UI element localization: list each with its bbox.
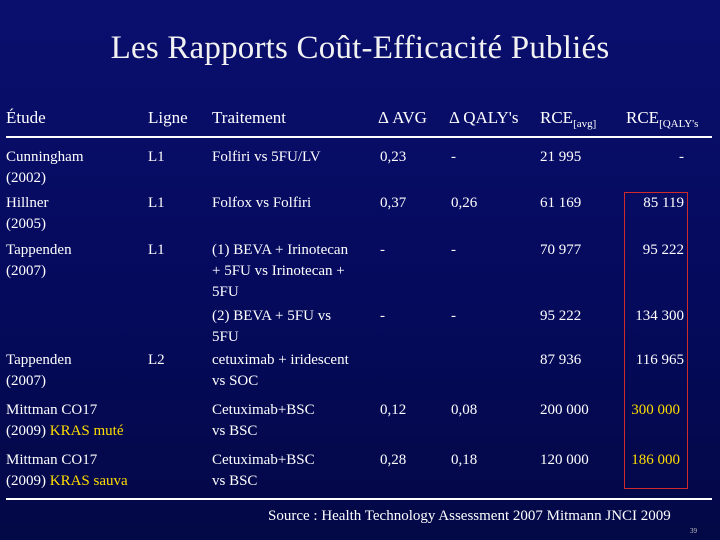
table-row-avg: 0,23 xyxy=(380,149,407,165)
table-row-rce-avg: 87 936 xyxy=(540,352,582,368)
header-rce-qaly: RCE[QALY's xyxy=(626,108,699,130)
table-row-study: Mittman CO17 (2009) KRAS muté xyxy=(6,402,124,439)
table-row-avg: - xyxy=(380,242,385,258)
table-row-study: Hillner (2005) xyxy=(6,195,49,232)
table-bottom-divider xyxy=(6,498,712,500)
table-row-treatment: (2) BEVA + 5FU vs 5FU xyxy=(212,308,332,345)
table-row-rce-avg: 21 995 xyxy=(540,149,582,165)
table-row-avg: 0,12 xyxy=(380,402,407,418)
highlight-box xyxy=(624,192,688,489)
source-note: Source : Health Technology Assessment 20… xyxy=(268,508,671,524)
table-row-line: L2 xyxy=(148,352,165,368)
table-row-qaly: 0,26 xyxy=(451,195,478,211)
table-row-rce-avg: 70 977 xyxy=(540,242,582,258)
table-row-rce-avg: 200 000 xyxy=(540,402,589,418)
table-row-avg: 0,28 xyxy=(380,452,407,468)
table-row-rce-avg: 95 222 xyxy=(540,308,582,324)
table-row-rce-avg: 120 000 xyxy=(540,452,589,468)
slide-title: Les Rapports Coût-Efficacité Publiés xyxy=(110,30,610,66)
table-row-qaly: - xyxy=(451,242,456,258)
table-row-line: L1 xyxy=(148,242,165,258)
table-row-qaly: - xyxy=(451,308,456,324)
table-row-treatment: Folfox vs Folfiri xyxy=(212,195,312,211)
table-row-rce-qaly: 85 119 xyxy=(643,195,684,211)
header-delta-qaly: Δ QALY's xyxy=(449,108,519,127)
table-row-treatment: Cetuximab+BSC vs BSC xyxy=(212,402,315,439)
table-row-rce-qaly: 186 000 xyxy=(631,452,680,468)
table-row-rce-qaly: 95 222 xyxy=(642,242,684,258)
header-treatment: Traitement xyxy=(212,108,286,127)
table-row-rce-avg: 61 169 xyxy=(540,195,582,211)
table-row-avg: 0,37 xyxy=(380,195,407,211)
table-row-study: Tappenden (2007) xyxy=(6,242,72,279)
table-row-treatment: Cetuximab+BSC vs BSC xyxy=(212,452,315,489)
table-row-treatment: Folfiri vs 5FU/LV xyxy=(212,149,321,165)
header-line: Ligne xyxy=(148,108,188,127)
table-row-rce-qaly: 300 000 xyxy=(631,402,680,418)
table-row-rce-qaly: - xyxy=(679,149,684,165)
table-row-rce-qaly: 134 300 xyxy=(635,308,684,324)
table-row-qaly: 0,08 xyxy=(451,402,478,418)
table-row-treatment: (1) BEVA + Irinotecan + 5FU vs Irinotecan… xyxy=(212,242,349,300)
table-row-rce-qaly: 116 965 xyxy=(635,352,684,368)
table-row-study: Cunningham (2002) xyxy=(6,149,84,186)
table-row-study: Tappenden (2007) xyxy=(6,352,72,389)
header-study: Étude xyxy=(6,108,46,127)
table-row-line: L1 xyxy=(148,149,165,165)
page-number: 39 xyxy=(690,527,697,535)
table-row-qaly: 0,18 xyxy=(451,452,478,468)
header-rce-avg: RCE[avg] xyxy=(540,108,597,130)
table-row-qaly: - xyxy=(451,149,456,165)
header-divider xyxy=(6,136,712,138)
header-delta-avg: Δ AVG xyxy=(378,108,427,127)
table-row-avg: - xyxy=(380,308,385,324)
table-row-treatment: cetuximab + iridescent vs SOC xyxy=(212,352,349,389)
table-row-line: L1 xyxy=(148,195,165,211)
table-row-study: Mittman CO17 (2009) KRAS sauva xyxy=(6,452,128,489)
